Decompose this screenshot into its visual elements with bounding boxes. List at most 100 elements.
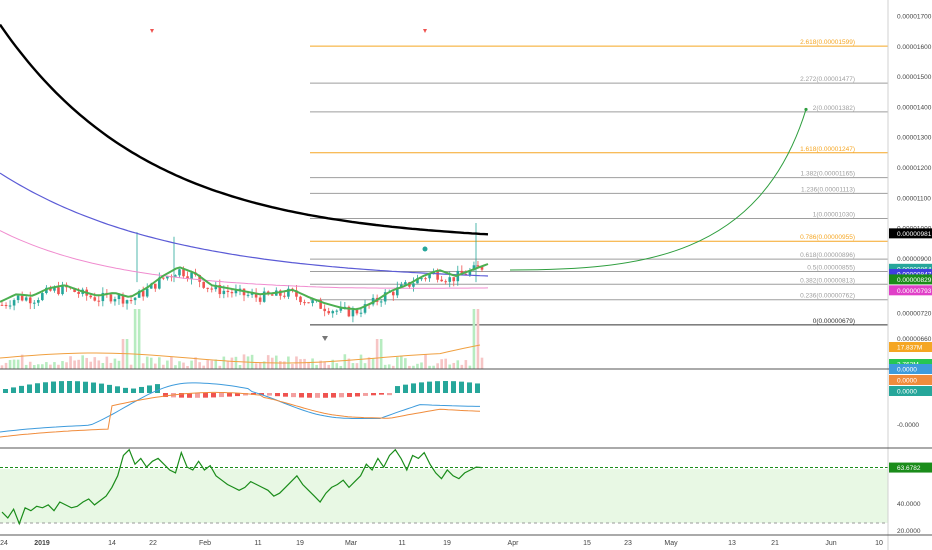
macd-histogram-bar xyxy=(19,385,24,393)
macd-histogram-bar xyxy=(379,393,384,395)
candle-body xyxy=(480,266,484,270)
candle-body xyxy=(476,265,480,267)
candle-body xyxy=(327,311,331,314)
macd-histogram-bar xyxy=(75,381,80,393)
candle-body xyxy=(319,300,322,309)
macd-histogram-bar xyxy=(299,393,304,398)
volume-bar xyxy=(129,364,133,369)
candle-body xyxy=(210,288,214,290)
candle-body xyxy=(452,277,456,282)
volume-bar xyxy=(424,354,427,369)
candle-body xyxy=(202,281,205,288)
volume-bar xyxy=(363,363,367,369)
candle-body xyxy=(190,272,193,279)
x-tick-label: 15 xyxy=(583,540,591,547)
candle-body xyxy=(57,287,60,295)
price-badge xyxy=(889,364,932,374)
volume-bar xyxy=(279,361,282,369)
price-badge xyxy=(889,342,932,352)
candle-body xyxy=(153,283,157,289)
macd-histogram-bar xyxy=(67,381,72,393)
price-badge-label: 0.00000793 xyxy=(897,288,932,295)
macd-histogram-bar xyxy=(211,393,216,398)
candle-body xyxy=(182,269,185,277)
projection-curve xyxy=(509,109,807,271)
volume-bar xyxy=(448,364,452,369)
candle-body xyxy=(331,311,335,314)
macd-histogram-bar xyxy=(371,393,376,396)
candle-body xyxy=(133,297,137,301)
candle-body xyxy=(420,278,423,280)
volume-bar xyxy=(149,357,153,369)
x-tick-label: Apr xyxy=(508,540,520,547)
volume-average-line xyxy=(0,344,481,364)
volume-bar xyxy=(53,362,56,369)
fib-level-label: 1(0.00001030) xyxy=(813,212,855,219)
macd-histogram-bar xyxy=(179,393,184,398)
candle-body xyxy=(351,309,355,317)
macd-histogram-bar xyxy=(387,393,392,396)
macd-histogram-bar xyxy=(411,383,416,393)
candle-body xyxy=(391,291,395,296)
volume-bar xyxy=(20,354,24,369)
volume-bar xyxy=(327,364,331,369)
macd-histogram-bar xyxy=(115,386,120,393)
candle-body xyxy=(137,290,141,298)
volume-bar xyxy=(234,356,238,369)
x-tick-label: Mar xyxy=(345,540,358,547)
macd-histogram-bar xyxy=(99,383,104,393)
candle-body xyxy=(400,284,403,288)
candle-body xyxy=(129,300,133,302)
fib-level-label: 1.236(0.00001113) xyxy=(801,186,855,193)
volume-bar xyxy=(178,361,181,369)
rsi-line xyxy=(1,448,483,526)
macd-histogram-bar xyxy=(27,384,32,393)
ema-lines xyxy=(0,23,489,311)
y-tick-label: 0.00000660 xyxy=(897,336,932,343)
candle-body xyxy=(61,284,64,295)
volume-bar xyxy=(0,365,4,369)
candle-body xyxy=(299,296,302,303)
volume-bar xyxy=(387,364,391,369)
volume-bar xyxy=(198,362,201,369)
volume-bar xyxy=(186,365,189,369)
macd-histogram-bar xyxy=(427,381,432,393)
candle-body xyxy=(238,288,242,291)
volume-bar xyxy=(69,356,72,369)
volume-bar xyxy=(81,355,84,369)
candle-body xyxy=(383,292,387,302)
volume-bar xyxy=(89,361,93,369)
fib-level-label: 0.236(0.00000762) xyxy=(800,293,855,300)
volume-bar xyxy=(343,354,347,369)
x-tick-label: 21 xyxy=(771,540,779,547)
rsi-tick-label: 40.0000 xyxy=(897,501,921,508)
macd-histogram-bar xyxy=(11,387,16,393)
y-tick-label: 0.00001300 xyxy=(897,135,932,142)
x-tick-label: 23 xyxy=(624,540,632,547)
volume-bar xyxy=(214,359,218,369)
volume-bar xyxy=(218,365,222,369)
volume-bar xyxy=(41,364,44,369)
macd-histogram-bar xyxy=(227,393,232,397)
candle-body xyxy=(222,290,226,295)
macd-histogram-bar xyxy=(323,393,328,398)
volume-bar xyxy=(182,362,185,369)
macd-histogram-bar xyxy=(83,381,88,393)
candle-body xyxy=(339,307,343,311)
macd-tick-label: -0.0000 xyxy=(897,422,919,429)
volume-bar xyxy=(331,359,335,369)
x-tick-label: 14 xyxy=(108,540,116,547)
fib-level-label: 0.786(0.00000955) xyxy=(800,234,855,241)
signal-markers xyxy=(150,29,808,341)
macd-histogram-bar xyxy=(131,388,136,393)
volume-bar xyxy=(400,355,403,369)
candle-body xyxy=(97,300,101,302)
macd-histogram-bar xyxy=(235,393,240,397)
candle-body xyxy=(162,277,165,279)
volume-bar xyxy=(335,363,339,369)
candle-body xyxy=(262,291,266,302)
x-tick-label: 11 xyxy=(254,540,261,547)
volume-bar xyxy=(460,364,464,369)
volume-bar xyxy=(452,362,456,369)
